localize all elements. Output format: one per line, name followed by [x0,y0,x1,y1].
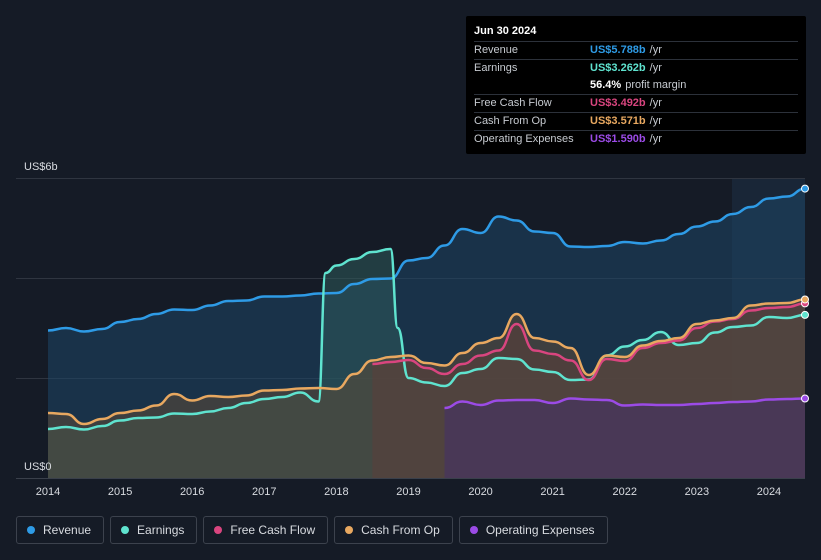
tooltip-row-value: US$3.492b [590,97,646,109]
tooltip-row-value: US$3.571b [590,115,646,127]
legend-label: Revenue [43,523,92,537]
legend-dot-icon [469,526,478,534]
y-top-label: US$6b [24,161,58,173]
legend-label: Free Cash Flow [230,523,316,537]
operating-expenses-area [444,398,805,478]
legend-dot-icon [27,526,35,534]
legend-label: Operating Expenses [485,523,595,537]
legend-label: Cash From Op [361,523,440,537]
x-tick-label: 2018 [324,486,348,498]
tooltip-row: Cash From Op US$3.571b/yr [474,112,798,130]
legend-item-revenue[interactable]: Revenue [16,516,105,544]
tooltip-row-label: Revenue [474,44,519,56]
legend-dot-icon [214,526,223,534]
tooltip-row-value: US$5.788b [590,44,646,56]
tooltip-row-unit: /yr [649,133,662,145]
x-tick-label: 2020 [468,486,492,498]
tooltip-row-unit: /yr [649,115,662,127]
tooltip-row-value: US$1.590b [590,133,646,145]
operating-expenses-end-point [801,394,809,403]
tooltip-row-value: 56.4% [590,79,622,91]
tooltip-row-unit: /yr [649,62,662,74]
legend-item-operating-expenses[interactable]: Operating Expenses [458,516,608,544]
cash-from-op-end-point [801,295,809,304]
legend-label: Earnings [137,523,185,537]
legend-dot-icon [121,526,130,534]
tooltip-row: Free Cash Flow US$3.492b/yr [474,94,798,112]
tooltip-row-label: Free Cash Flow [474,97,552,109]
tooltip-row-unit: /yr [649,44,662,56]
tooltip-row: Earnings US$3.262b/yr [474,59,798,77]
x-tick-label: 2024 [757,486,781,498]
tooltip-row-unit: profit margin [625,79,687,91]
tooltip-date: Jun 30 2024 [474,25,537,37]
tooltip-row: Operating Expenses US$1.590b/yr [474,130,798,148]
revenue-line [47,187,806,333]
x-tick-label: 2015 [108,486,132,498]
operating-expenses-line [444,397,806,410]
x-tick-label: 2022 [613,486,637,498]
cash-from-op-line [47,298,806,426]
tooltip-row-label: Earnings [474,62,518,74]
x-tick-label: 2014 [36,486,60,498]
x-tick-label: 2019 [396,486,420,498]
tooltip-panel: Jun 30 2024 Revenue US$5.788b/yr Earnings U… [466,16,806,154]
series-lines [47,187,806,431]
tooltip-row: Revenue US$5.788b/yr [474,41,798,59]
series-areas [48,188,805,478]
x-tick-labels: 2014 2015 2016 2017 2018 2019 2020 2021 2022 2023… [36,486,781,498]
x-tick-label: 2017 [252,486,276,498]
tooltip-row-value: US$3.262b [590,62,646,74]
legend-item-free-cash-flow[interactable]: Free Cash Flow [203,516,329,544]
tooltip-row-unit: /yr [649,97,662,109]
tooltip-row-label: Operating Expenses [474,133,574,145]
tooltip-row-label: Cash From Op [474,115,547,127]
legend: Revenue Earnings Free Cash Flow Cash From O… [16,516,608,544]
series-end-dots [801,184,809,403]
revenue-end-point [801,184,809,193]
legend-dot-icon [345,526,354,534]
x-tick-label: 2023 [685,486,709,498]
x-tick-label: 2016 [180,486,204,498]
legend-item-cash-from-op[interactable]: Cash From Op [334,516,453,544]
y-bottom-label: US$0 [24,461,52,473]
x-tick-label: 2021 [540,486,564,498]
tooltip-row: 56.4% profit margin [474,77,798,94]
legend-item-earnings[interactable]: Earnings [110,516,198,544]
earnings-end-point [801,310,809,319]
